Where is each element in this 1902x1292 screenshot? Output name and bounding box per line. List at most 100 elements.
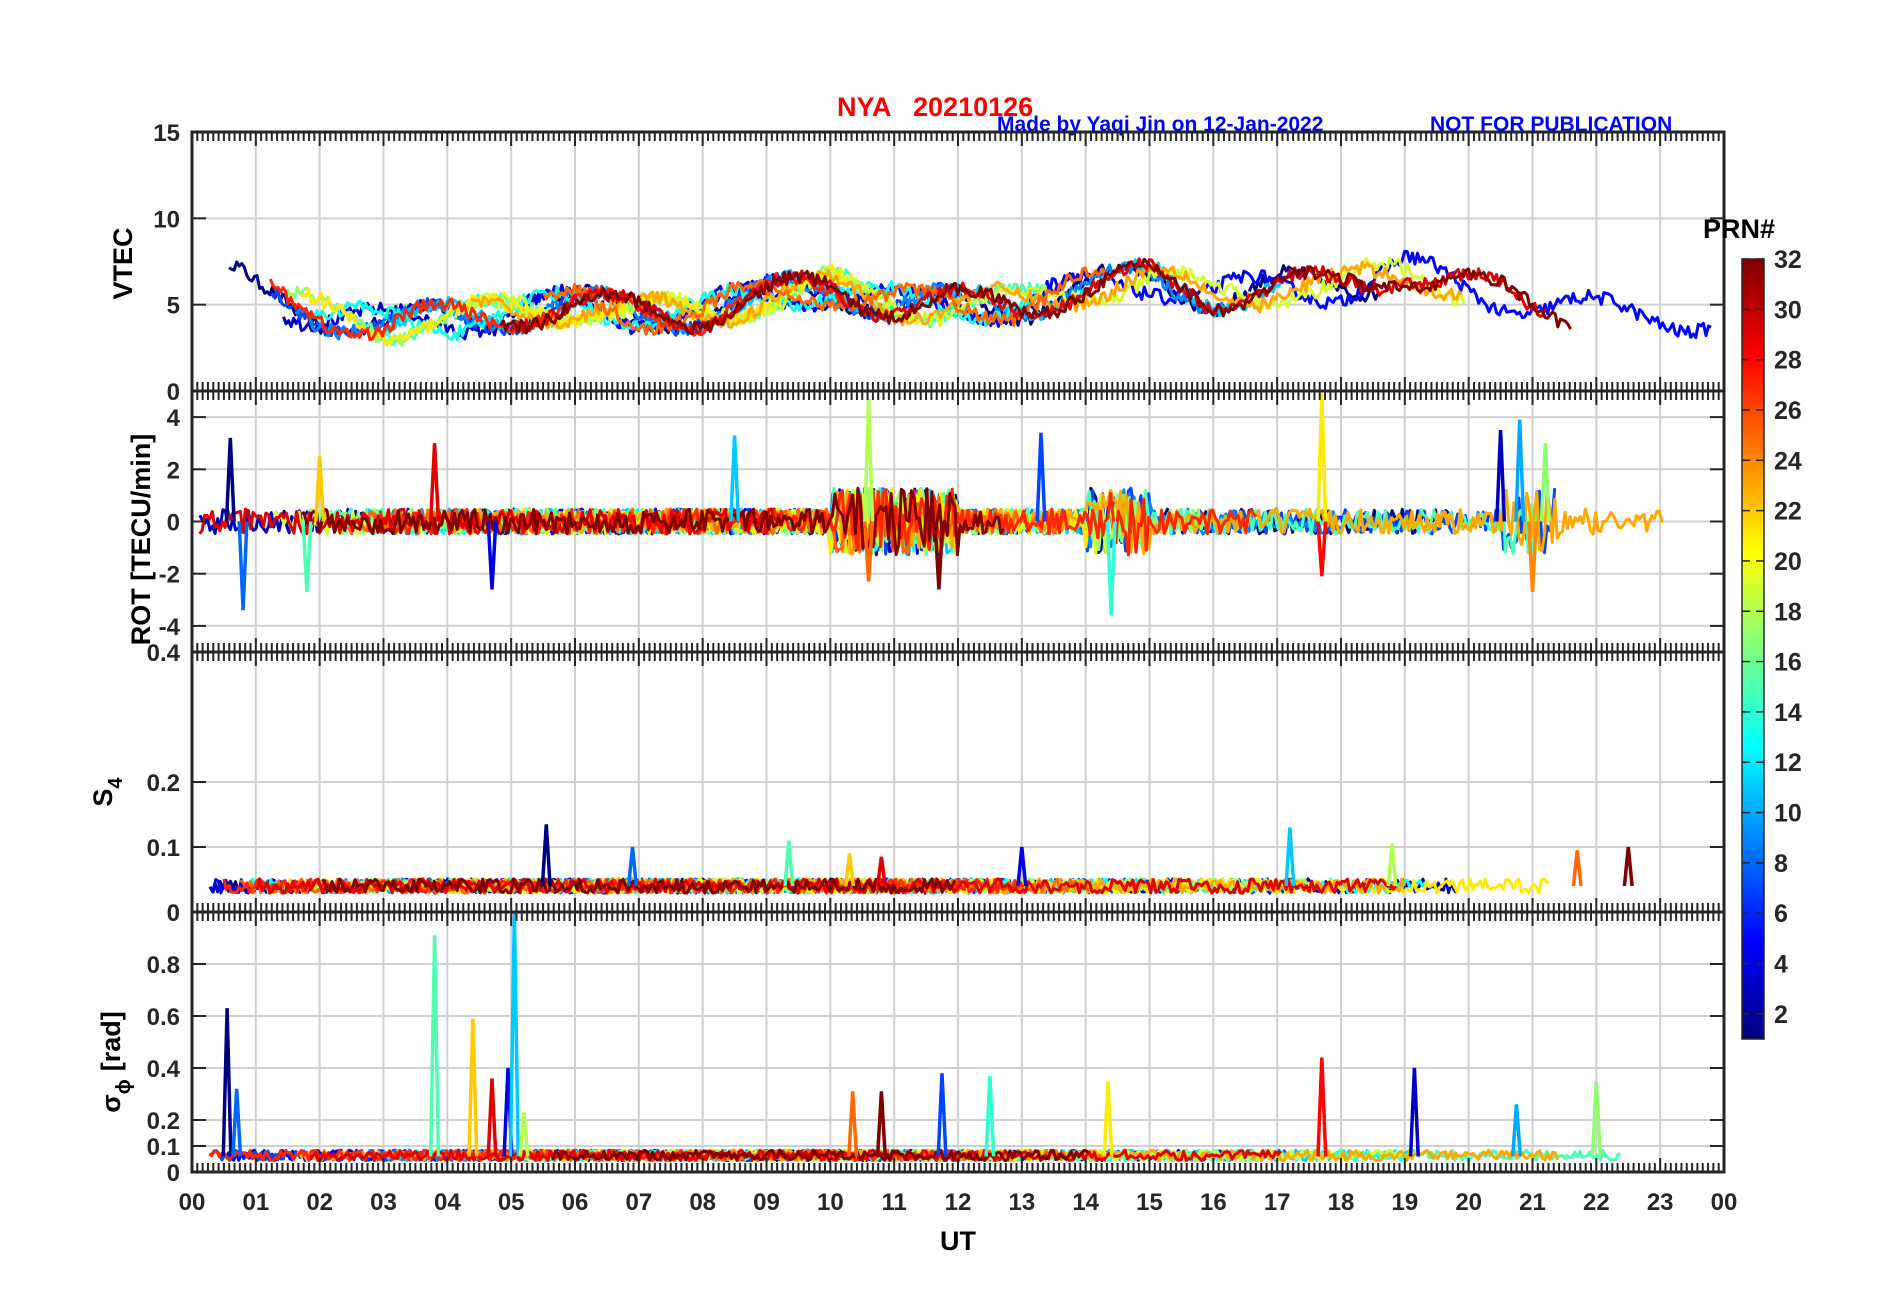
colorbar-tick-label: 6 — [1774, 900, 1788, 928]
spike-mark — [237, 521, 249, 611]
y-tick-label: 0.1 — [147, 835, 180, 862]
spike-mark — [729, 435, 741, 522]
panel-s4: 0 0.1 0.2 0.4 S4 — [88, 640, 1726, 927]
x-minor-ticks — [191, 912, 1725, 1172]
panel-rot: -4 -2 0 2 4 ROT [TECU/min] — [126, 389, 1726, 654]
spike-mark — [224, 437, 236, 522]
x-tick-label: 21 — [1519, 1189, 1546, 1216]
spike-mark — [1316, 521, 1328, 577]
spike-mark — [1539, 443, 1551, 522]
y-axis-label: VTEC — [108, 227, 138, 299]
x-tick-label: 17 — [1264, 1189, 1291, 1216]
spike-mark — [428, 935, 441, 1157]
x-tick-label: 04 — [434, 1189, 461, 1216]
colorbar-tick-label: 12 — [1774, 749, 1802, 777]
spike-mark — [508, 912, 520, 1157]
prn-trace — [299, 264, 852, 345]
colorbar-tick-label: 18 — [1774, 598, 1802, 626]
y-tick-label: 2 — [167, 457, 180, 484]
y-axis-label: S4 — [88, 777, 127, 807]
y-tick-label: 10 — [153, 206, 180, 233]
colorbar-tick-label: 20 — [1774, 548, 1802, 576]
credit-note: Made by Yaqi Jin on 12-Jan-2022 — [997, 113, 1323, 136]
spike-mark — [1590, 1080, 1602, 1157]
chart-title: NYA 20210126 — [837, 92, 1033, 122]
spike-mark — [1316, 1057, 1328, 1157]
colorbar — [1741, 258, 1765, 1040]
y-tick-label: 0.2 — [147, 770, 180, 797]
colorbar-tick-label: 24 — [1774, 447, 1802, 475]
colorbar-tick-label: 30 — [1774, 296, 1802, 324]
prn-trace — [255, 877, 1398, 895]
data-traces — [198, 393, 1664, 616]
x-tick-label: 06 — [562, 1189, 589, 1216]
y-tick-label: 0.4 — [147, 640, 181, 667]
x-tick-label: 13 — [1008, 1189, 1035, 1216]
spike-mark — [1495, 430, 1507, 522]
colorbar-tick-label: 14 — [1774, 699, 1802, 727]
y-tick-label: 0 — [167, 510, 180, 537]
colorbar-tick-label: 16 — [1774, 649, 1802, 677]
spike-mark — [933, 521, 945, 590]
x-tick-label: 00 — [179, 1189, 206, 1216]
spike-mark — [626, 846, 639, 887]
colorbar-tick-label: 26 — [1774, 397, 1802, 425]
panel-sigma-phi: 00.10.2 0.4 0.6 0.8 σϕ[rad] — [96, 910, 1726, 1187]
spike-mark — [486, 1078, 498, 1157]
spike-mark — [428, 443, 441, 522]
x-tick-label: 05 — [498, 1189, 525, 1216]
x-tick-label: 03 — [370, 1189, 397, 1216]
y-tick-label: 0 — [167, 1160, 180, 1187]
spike-mark — [1386, 843, 1398, 887]
y-tick-label: 0 — [167, 900, 180, 927]
spike-mark — [1514, 419, 1526, 522]
spike-mark — [1105, 521, 1117, 616]
colorbar-tick-label: 10 — [1774, 800, 1802, 828]
x-tick-label: 09 — [753, 1189, 780, 1216]
data-traces — [208, 824, 1634, 895]
x-tick-label: 22 — [1583, 1189, 1610, 1216]
prn-trace — [222, 877, 1025, 895]
y-tick-label: 0.2 — [147, 1108, 180, 1135]
spike-mark — [1622, 846, 1634, 887]
x-tick-label: 01 — [242, 1189, 269, 1216]
spike-mark — [1526, 521, 1539, 593]
colorbar-tick-label: 8 — [1774, 850, 1788, 878]
spike-mark — [540, 824, 552, 887]
spike-mark — [783, 840, 795, 887]
colorbar-tick-label: 28 — [1774, 347, 1802, 375]
spike-mark — [843, 853, 856, 887]
spike-mark — [863, 521, 875, 582]
x-tick-label: 12 — [945, 1189, 972, 1216]
spike-mark — [1016, 846, 1028, 887]
spike-mark — [486, 521, 498, 590]
x-tick-label: 10 — [817, 1189, 844, 1216]
x-tick-label: 11 — [881, 1189, 906, 1216]
spike-mark — [1571, 850, 1583, 887]
colorbar-tick-label: 2 — [1774, 1001, 1788, 1029]
prn-trace — [301, 486, 1005, 557]
panel-vtec: 0 5 10 15 VTEC — [108, 120, 1726, 406]
spike-mark — [847, 1091, 859, 1157]
spike-mark — [875, 856, 887, 887]
x-tick-label: 07 — [625, 1189, 652, 1216]
x-tick-label: 15 — [1136, 1189, 1163, 1216]
colorbar-tick-label: 4 — [1774, 951, 1788, 979]
y-tick-label: -2 — [159, 562, 180, 589]
y-tick-label: 0 — [167, 379, 180, 406]
spike-mark — [863, 398, 875, 522]
spike-mark — [936, 1073, 948, 1157]
prn-trace — [499, 257, 1572, 336]
spike-mark — [1035, 432, 1047, 522]
spike-mark — [1102, 1080, 1114, 1157]
colorbar-label: PRN# — [1703, 214, 1775, 244]
spike-mark — [1408, 1067, 1420, 1157]
x-tick-label: 14 — [1072, 1189, 1099, 1216]
data-traces — [228, 249, 1712, 347]
prn-trace — [551, 1148, 1090, 1162]
prn-trace — [321, 877, 957, 895]
x-tick-label: 18 — [1328, 1189, 1355, 1216]
